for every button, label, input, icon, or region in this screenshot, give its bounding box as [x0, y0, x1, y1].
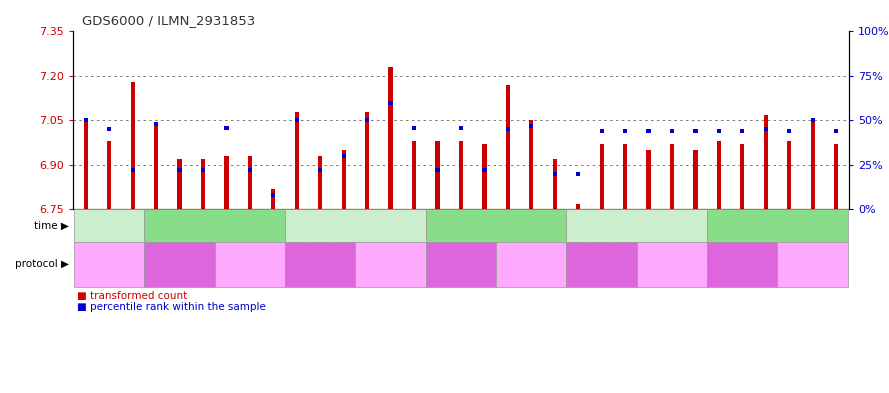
Bar — [108, 141, 111, 209]
Bar — [341, 154, 346, 158]
Bar — [506, 85, 510, 209]
Bar — [741, 144, 744, 209]
Bar — [787, 129, 791, 133]
Bar — [201, 159, 205, 209]
Text: week 0: week 0 — [89, 220, 129, 231]
Bar — [576, 172, 581, 176]
Text: normal-fat diet
fed: normal-fat diet fed — [218, 255, 282, 274]
Bar — [576, 204, 581, 209]
Bar — [436, 168, 439, 172]
Bar — [318, 168, 323, 172]
Bar — [388, 67, 393, 209]
Bar — [459, 141, 463, 209]
Bar — [341, 150, 346, 209]
Text: normal-fat diet
fed: normal-fat diet fed — [640, 255, 704, 274]
Bar — [412, 126, 416, 130]
Bar — [295, 112, 299, 209]
Text: high-fat diet fed: high-fat diet fed — [566, 260, 637, 269]
Bar — [154, 123, 158, 209]
Bar — [365, 119, 369, 122]
Bar — [459, 126, 463, 130]
Text: normal-fat diet
fed: normal-fat diet fed — [781, 255, 845, 274]
Bar — [436, 141, 439, 209]
Text: high-fat diet fed: high-fat diet fed — [708, 260, 777, 269]
Bar — [646, 129, 651, 133]
Bar — [764, 114, 768, 209]
Bar — [623, 129, 627, 133]
Bar — [811, 119, 814, 122]
Bar — [224, 126, 228, 130]
Bar — [693, 129, 698, 133]
Bar — [599, 144, 604, 209]
Bar — [741, 129, 744, 133]
Bar — [178, 168, 181, 172]
Text: ■ transformed count: ■ transformed count — [77, 290, 188, 301]
Text: week 2: week 2 — [195, 220, 235, 231]
Bar — [483, 144, 486, 209]
Text: protocol ▶: protocol ▶ — [15, 259, 69, 269]
Bar — [599, 129, 604, 133]
Bar — [271, 193, 276, 197]
Bar — [669, 129, 674, 133]
Bar — [553, 172, 557, 176]
Bar — [669, 144, 674, 209]
Bar — [388, 101, 393, 105]
Bar — [717, 129, 721, 133]
Text: normal-fat diet
fed: normal-fat diet fed — [358, 255, 423, 274]
Bar — [811, 121, 814, 209]
Bar — [108, 127, 111, 131]
Bar — [529, 121, 533, 209]
Text: normal-fat diet
fed: normal-fat diet fed — [77, 255, 141, 274]
Text: week 4: week 4 — [335, 220, 375, 231]
Bar — [248, 168, 252, 172]
Text: high-fat diet fed: high-fat diet fed — [426, 260, 496, 269]
Bar — [271, 189, 276, 209]
Bar — [693, 150, 698, 209]
Bar — [623, 144, 627, 209]
Text: week 24: week 24 — [754, 220, 801, 231]
Bar — [84, 121, 88, 209]
Bar — [764, 127, 768, 131]
Text: high-fat diet fed: high-fat diet fed — [285, 260, 356, 269]
Bar — [318, 156, 323, 209]
Bar — [131, 82, 135, 209]
Bar — [717, 141, 721, 209]
Bar — [483, 168, 486, 172]
Text: high-fat diet fed: high-fat diet fed — [145, 260, 214, 269]
Text: ■ percentile rank within the sample: ■ percentile rank within the sample — [77, 302, 266, 312]
Bar — [529, 124, 533, 128]
Bar — [201, 168, 205, 172]
Bar — [412, 141, 416, 209]
Bar — [295, 119, 299, 122]
Bar — [131, 168, 135, 172]
Bar — [834, 129, 838, 133]
Bar — [834, 144, 838, 209]
Bar — [365, 112, 369, 209]
Bar — [248, 156, 252, 209]
Text: time ▶: time ▶ — [35, 220, 69, 231]
Bar — [154, 122, 158, 126]
Bar — [178, 159, 181, 209]
Bar — [224, 156, 228, 209]
Bar — [506, 127, 510, 131]
Bar — [787, 141, 791, 209]
Text: GDS6000 / ILMN_2931853: GDS6000 / ILMN_2931853 — [82, 15, 255, 28]
Bar — [84, 119, 88, 122]
Bar — [646, 150, 651, 209]
Text: week 20: week 20 — [613, 220, 661, 231]
Bar — [553, 159, 557, 209]
Text: week 8: week 8 — [477, 220, 517, 231]
Text: normal-fat diet
fed: normal-fat diet fed — [499, 255, 564, 274]
